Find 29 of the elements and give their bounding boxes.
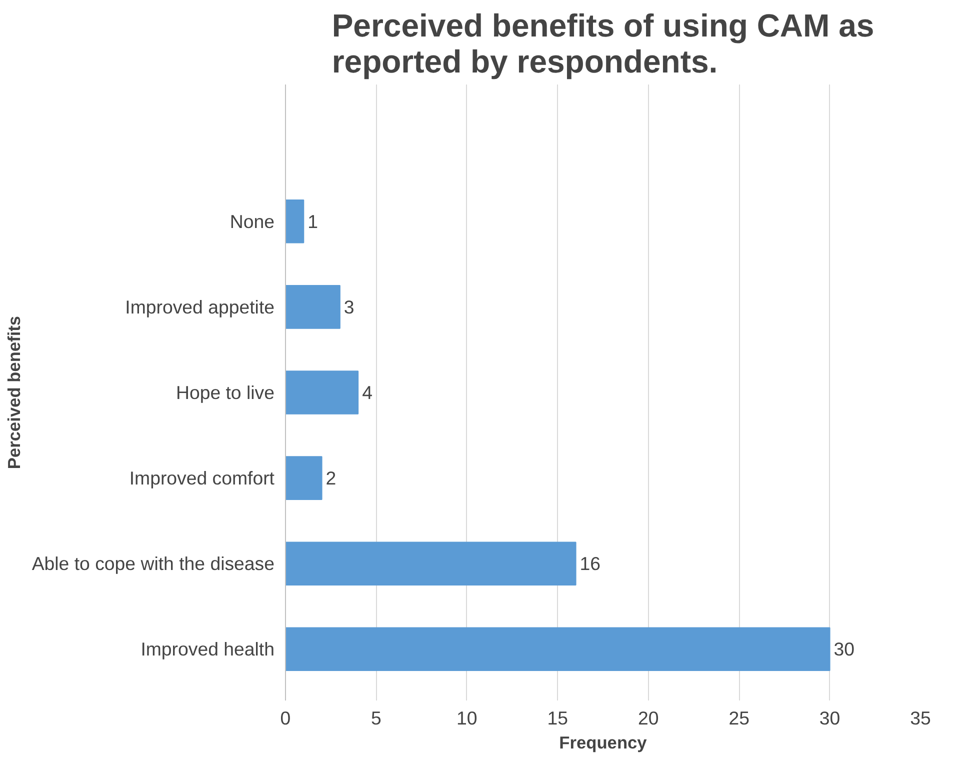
x-tick-label: 20 [638,708,659,728]
x-tick-label: 25 [728,708,750,728]
y-tick-label: None [230,210,275,232]
chart-title: Perceived benefits of using CAM as reported by respondents. [332,8,874,80]
x-tick-label: 10 [456,708,478,728]
x-tick-label: 0 [280,708,291,728]
y-tick-label: Improved appetite [125,296,275,318]
y-axis-title: Perceived benefits [4,316,24,470]
x-tick-label: 30 [819,708,840,728]
bar [286,542,576,586]
x-axis-title: Frequency [559,732,648,752]
data-label: 1 [308,210,318,232]
y-tick-label: Improved comfort [129,468,276,489]
bar [286,627,830,672]
x-tick-label: 15 [547,708,568,728]
y-tick-label: Able to cope with the disease [32,553,274,574]
data-label: 4 [362,382,372,403]
data-label: 30 [834,638,855,660]
y-tick-label: Hope to live [176,382,275,403]
x-tick-label: 35 [910,708,931,728]
data-label: 3 [344,296,354,318]
bar [286,200,304,244]
data-label: 2 [326,468,336,489]
bar [286,285,340,329]
x-tick-label: 5 [371,708,382,728]
data-label: 16 [580,553,601,574]
y-tick-label: Improved health [140,638,275,660]
bar [286,456,322,500]
bar [286,370,359,414]
